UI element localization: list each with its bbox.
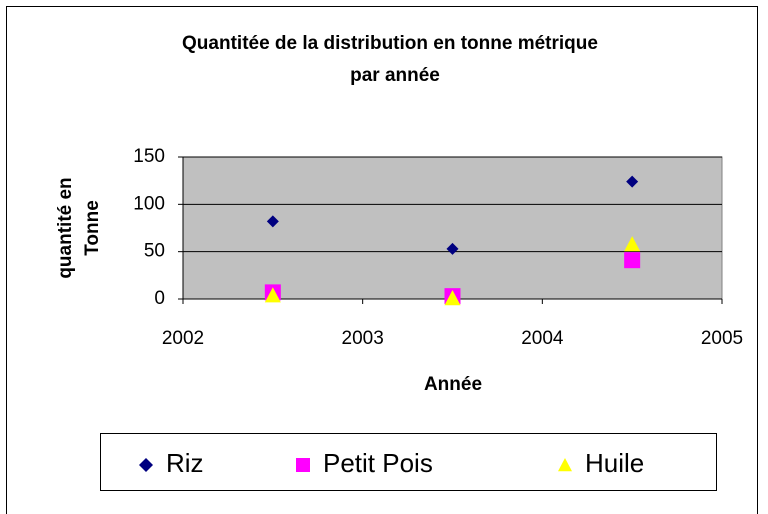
legend-label: Huile — [585, 448, 644, 478]
marker-triangle — [444, 290, 461, 306]
marker-diamond — [139, 458, 153, 472]
x-tick-label: 2005 — [701, 328, 743, 349]
marker-triangle — [624, 236, 641, 252]
marker-diamond — [266, 215, 279, 228]
marker-diamond — [446, 242, 459, 255]
marker-triangle — [558, 458, 572, 472]
legend-box — [100, 433, 717, 491]
y-tick-label: 150 — [133, 146, 165, 167]
x-tick-label: 2002 — [162, 328, 204, 349]
marker-square — [624, 252, 641, 269]
y-tick-label: 50 — [144, 241, 165, 262]
marker-triangle — [264, 287, 281, 303]
x-tick-label: 2004 — [521, 328, 564, 349]
y-axis-label: Tonne — [82, 200, 103, 256]
legend-label: Riz — [166, 448, 204, 478]
x-axis-label: Année — [424, 374, 482, 395]
legend-label: Petit Pois — [323, 448, 433, 478]
x-tick-label: 2003 — [342, 328, 384, 349]
y-tick-label: 0 — [154, 288, 165, 309]
y-axis-label: quantité en — [55, 177, 76, 278]
chart-title: Quantitée de la distribution en tonne mé… — [182, 33, 598, 54]
chart-title: par année — [350, 65, 440, 86]
plot-area — [182, 156, 723, 300]
marker-diamond — [626, 175, 639, 188]
marker-square — [296, 458, 310, 472]
y-tick-label: 100 — [133, 193, 165, 214]
